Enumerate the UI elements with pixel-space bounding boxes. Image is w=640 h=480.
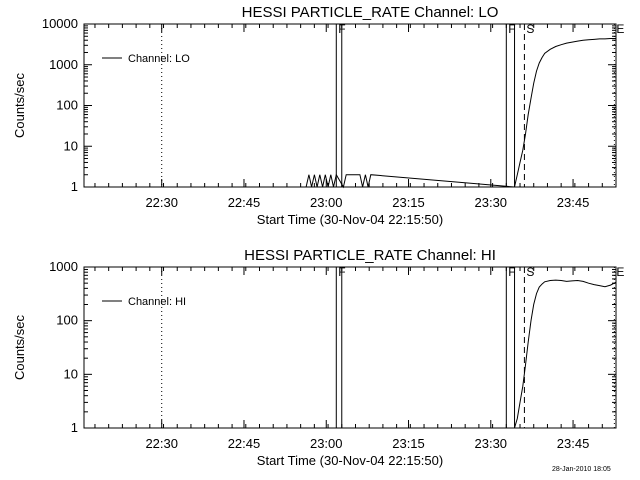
x-tick-label: 23:45 <box>557 195 590 210</box>
x-tick-label: 22:30 <box>145 436 178 451</box>
y-axis-label-hi: Counts/sec <box>12 314 27 380</box>
legend-label-lo: Channel: LO <box>128 53 190 65</box>
x-tick-label: 22:45 <box>228 436 261 451</box>
y-tick-label: 1 <box>71 420 78 435</box>
x-axis-label-hi: Start Time (30-Nov-04 22:15:50) <box>257 453 443 468</box>
x-tick-label: 23:45 <box>557 436 590 451</box>
y-tick-label: 10 <box>64 366 78 381</box>
plot-frame-lo <box>83 23 617 188</box>
x-tick-label: 22:30 <box>145 195 178 210</box>
series-line-hi <box>514 279 617 429</box>
plot-frame-hi <box>83 266 617 429</box>
y-tick-label: 1000 <box>49 57 78 72</box>
y-tick-label: 10 <box>64 138 78 153</box>
y-tick-label: 100 <box>56 98 78 113</box>
x-tick-label: 22:45 <box>228 195 261 210</box>
event-marker-label: F <box>508 22 515 36</box>
y-tick-label: 1000 <box>49 259 78 274</box>
x-tick-label: 23:15 <box>392 195 425 210</box>
x-axis-label-lo: Start Time (30-Nov-04 22:15:50) <box>257 212 443 227</box>
y-axis-label-lo: Counts/sec <box>12 72 27 138</box>
series-line-lo <box>305 38 616 189</box>
event-marker-label: F <box>508 265 515 279</box>
event-marker-label: E <box>616 22 624 36</box>
event-marker-label: S <box>526 265 534 279</box>
footer-timestamp: 28-Jan-2010 18:05 <box>552 466 611 473</box>
x-tick-label: 23:00 <box>310 195 343 210</box>
x-tick-label: 23:30 <box>475 436 508 451</box>
x-tick-label: 23:30 <box>475 195 508 210</box>
event-marker-label: S <box>526 22 534 36</box>
x-tick-label: 23:00 <box>310 436 343 451</box>
y-tick-label: 100 <box>56 313 78 328</box>
y-tick-label: 1 <box>71 179 78 194</box>
x-tick-label: 23:15 <box>392 436 425 451</box>
event-marker-label: E <box>616 265 624 279</box>
chart-title-hi: HESSI PARTICLE_RATE Channel: HI <box>244 247 496 264</box>
chart-title-lo: HESSI PARTICLE_RATE Channel: LO <box>242 4 499 21</box>
legend-label-hi: Channel: HI <box>128 296 186 308</box>
y-tick-label: 10000 <box>42 16 78 31</box>
